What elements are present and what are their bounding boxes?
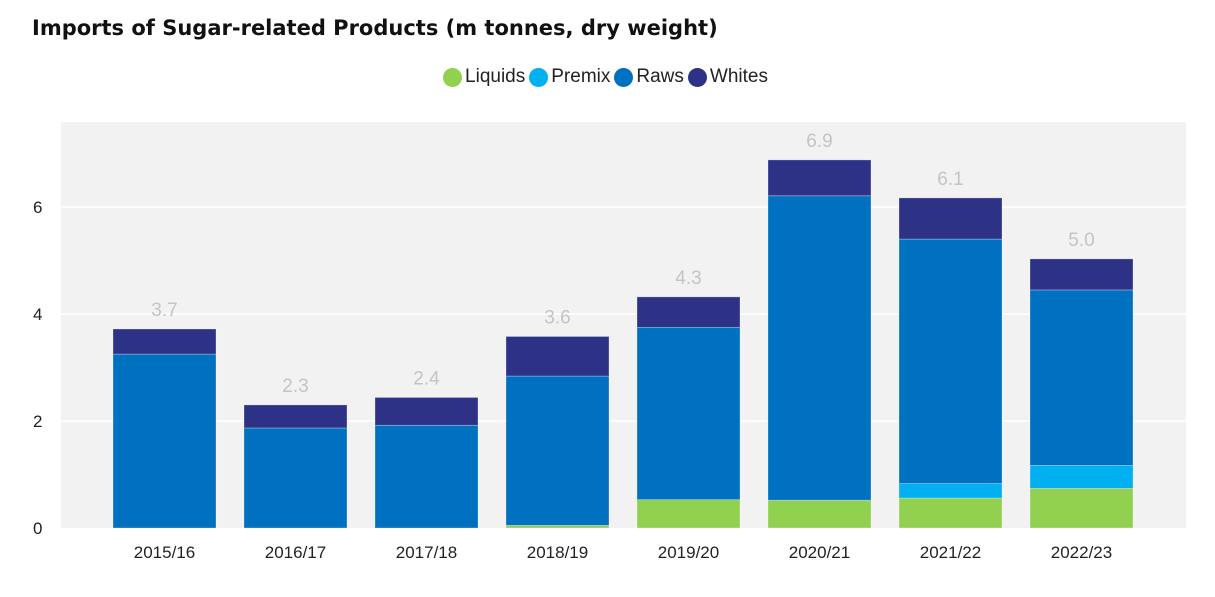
bar-total-label: 2.3: [282, 376, 308, 397]
bar-segment-whites: [898, 197, 1003, 240]
legend-swatch: [443, 67, 463, 87]
y-tick-label: 6: [33, 198, 42, 217]
bar-segment-premix: [1029, 465, 1134, 489]
x-tick-label: 2022/23: [1051, 543, 1112, 562]
y-tick-label: 0: [33, 519, 42, 538]
chart-title: Imports of Sugar-related Products (m ton…: [32, 16, 718, 40]
bar-segment-whites: [243, 404, 348, 429]
bar-segment-whites: [505, 336, 610, 377]
bar-segment-raws: [374, 424, 479, 529]
bar-segment-whites: [636, 296, 741, 328]
x-tick-label: 2021/22: [920, 543, 981, 562]
bar-segment-liquids: [767, 499, 872, 529]
x-tick-label: 2015/16: [134, 543, 195, 562]
legend-item-raws[interactable]: Raws: [614, 66, 684, 88]
bar-segment-premix: [898, 483, 1003, 499]
x-tick-label: 2017/18: [396, 543, 457, 562]
chart-legend: Liquids Premix Raws Whites: [0, 66, 1215, 93]
plot-background: [61, 122, 1186, 528]
bar-segment-whites: [767, 159, 872, 197]
bar-segment-raws: [767, 195, 872, 501]
x-tick-label: 2016/17: [265, 543, 326, 562]
legend-swatch: [687, 67, 707, 87]
bar-segment-liquids: [898, 497, 1003, 529]
bar-segment-raws: [505, 375, 610, 526]
legend-label: Whites: [709, 66, 768, 87]
bar-segment-raws: [1029, 289, 1134, 466]
x-tick-label: 2019/20: [658, 543, 719, 562]
bar-segment-liquids: [505, 524, 610, 529]
bar-segment-raws: [243, 427, 348, 529]
legend-label: Liquids: [465, 66, 526, 87]
bar-segment-whites: [112, 328, 217, 355]
bar-total-label: 6.1: [937, 169, 963, 190]
bar-segment-liquids: [636, 499, 741, 529]
bar-total-label: 5.0: [1068, 230, 1094, 251]
legend-label: Premix: [551, 66, 611, 87]
x-tick-label: 2020/21: [789, 543, 850, 562]
bar-segment-raws: [112, 353, 217, 529]
bar-total-label: 3.7: [151, 300, 177, 321]
legend-item-premix[interactable]: Premix: [529, 66, 610, 88]
bar-total-label: 3.6: [544, 307, 570, 328]
legend-swatch: [529, 67, 549, 87]
bar-segment-raws: [898, 238, 1003, 484]
bar-total-label: 4.3: [675, 268, 701, 289]
y-tick-label: 4: [33, 305, 42, 324]
legend-swatch: [614, 67, 634, 87]
legend-label: Raws: [636, 66, 684, 87]
legend-item-whites[interactable]: Whites: [687, 66, 768, 88]
bar-segment-raws: [636, 326, 741, 501]
bar-segment-liquids: [1029, 488, 1134, 529]
y-tick-label: 2: [33, 412, 42, 431]
bar-total-label: 6.9: [806, 131, 832, 152]
bar-segment-whites: [374, 397, 479, 426]
legend-item-liquids[interactable]: Liquids: [443, 66, 525, 88]
x-tick-label: 2018/19: [527, 543, 588, 562]
bar-segment-whites: [1029, 258, 1134, 291]
bar-total-label: 2.4: [413, 368, 440, 389]
